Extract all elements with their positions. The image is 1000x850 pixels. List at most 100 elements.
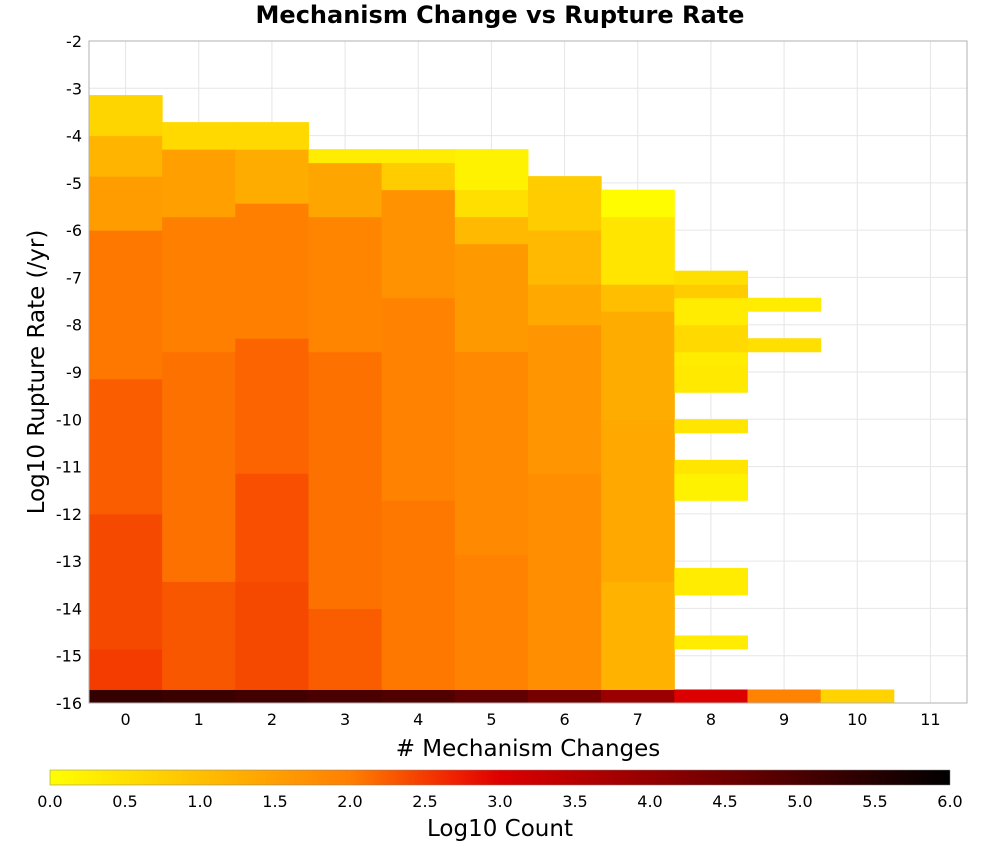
heatmap-cell [381,162,456,191]
y-tick-label: -15 [56,647,82,666]
colorbar-tick-label: 4.0 [637,792,662,811]
heatmap-cell [162,351,236,582]
y-tick-label: -16 [56,694,82,713]
y-axis-label: Log10 Rupture Rate (/yr) [24,230,50,515]
y-tick-label: -9 [66,363,82,382]
heatmap-cell [601,419,675,582]
heatmap-cell [674,297,748,326]
heatmap-cell [674,689,748,704]
x-tick-label: 3 [340,710,350,729]
y-tick-label: -2 [66,32,82,51]
heatmap-cell [601,311,675,420]
heatmap-cell [747,338,822,353]
x-axis-label: # Mechanism Changes [396,736,661,762]
colorbar-tick-label: 2.0 [337,792,362,811]
heatmap-cell [674,365,748,393]
heatmap-cell [381,689,456,704]
heatmap-cell [235,149,309,204]
colorbar-tick-label: 3.0 [487,792,512,811]
heatmap-cell [528,689,602,704]
colorbar-tick-label: 1.0 [187,792,212,811]
heatmap-cell [308,689,383,704]
heatmap-cell [528,473,602,690]
colorbar-ticks: 0.0 0.5 1.0 1.5 2.0 2.5 3.0 3.5 4.0 4.5 5.0 5.5 6.0 [37,792,962,811]
heatmap-cell [674,635,748,650]
heatmap-cell [162,689,236,704]
x-tick-label: 0 [120,710,130,729]
heatmap-cell [235,338,309,474]
heatmap-cell [454,216,529,245]
heatmap-cell [89,513,163,650]
x-tick-label: 5 [486,710,496,729]
colorbar-tick-label: 0.0 [37,792,62,811]
heatmap-cell [454,149,529,191]
heatmap-cell [601,581,675,690]
heatmap-cell [454,189,529,218]
x-tick-label: 4 [413,710,423,729]
heatmap-cell [528,176,602,231]
plot-border [88,40,968,704]
heatmap-cell [528,230,602,285]
heatmap-cell [674,567,748,596]
heatmap-cell [674,270,748,285]
heatmap-cell [89,176,163,231]
colorbar-tick-label: 4.5 [712,792,737,811]
y-tick-label: -3 [66,79,82,98]
heatmap-cell [235,473,309,582]
heatmap-cell [235,581,309,690]
heatmap-cell [674,459,748,474]
colorbar-bar [49,769,951,786]
y-tick-label: -12 [56,505,82,524]
heatmap-cell [454,351,529,555]
heatmap-cell [454,554,529,690]
heatmap-cell [381,149,456,164]
y-tick-label: -4 [66,127,82,146]
x-tick-label: 2 [267,710,277,729]
x-tick-label: 6 [559,710,569,729]
heatmap-cell [454,689,529,704]
heatmap-cell [454,243,529,353]
heatmap-cell [528,324,602,474]
y-tick-label: -7 [66,268,82,287]
colorbar-tick-label: 5.5 [862,792,887,811]
heatmap-cell [162,216,236,353]
y-tick-label: -10 [56,410,82,429]
y-tick-label: -6 [66,221,82,240]
x-tick-label: 10 [847,710,867,729]
heatmap-cell [89,135,163,177]
heatmap-cell [381,297,456,501]
heatmap-cell [674,284,748,299]
heatmap-cell [89,230,163,380]
heatmap-cell [674,324,748,353]
heatmap-cell [601,189,675,218]
heatmap-cell [528,284,602,326]
heatmap-cell [601,284,675,312]
colorbar-tick-label: 2.5 [412,792,437,811]
heatmap-cell [89,95,163,137]
heatmap-cell [674,473,748,501]
y-tick-label: -14 [56,599,82,618]
colorbar-label: Log10 Count [427,816,573,842]
heatmap-cell [308,351,383,609]
heatmap-cell [674,351,748,366]
colorbar-tick-label: 5.0 [787,792,812,811]
x-tick-label: 11 [920,710,940,729]
x-axis-ticks: 0 1 2 3 4 5 6 7 8 9 10 11 [120,710,940,729]
x-tick-label: 7 [633,710,643,729]
heatmap-cell [89,689,163,704]
heatmap-cell [674,419,748,434]
heatmap-cell [162,149,236,218]
y-axis-ticks: -2 -3 -4 -5 -6 -7 -8 -9 -10 -11 -12 -13 -14 -15 -16 [56,32,82,713]
chart-title: Mechanism Change vs Rupture Rate [256,1,745,29]
heatmap-cell [601,689,675,704]
heatmap-cell [381,500,456,690]
y-tick-label: -5 [66,174,82,193]
heatmap-cell [162,581,236,690]
heatmap-cell [89,378,163,515]
heatmap-cell [747,689,822,704]
colorbar-tick-label: 3.5 [562,792,587,811]
colorbar-tick-label: 6.0 [937,792,962,811]
colorbar: 0.0 0.5 1.0 1.5 2.0 2.5 3.0 3.5 4.0 4.5 5.0 5.5 6.0 … [37,769,963,842]
y-tick-label: -8 [66,316,82,335]
